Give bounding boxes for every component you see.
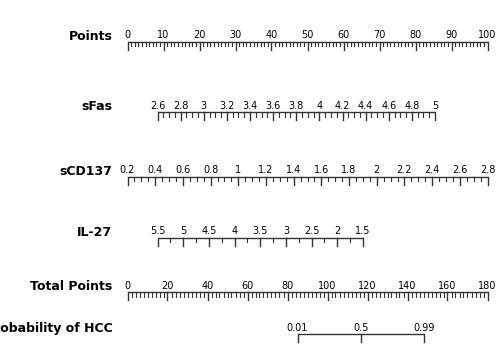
Text: 0: 0 — [124, 30, 130, 40]
Text: 160: 160 — [438, 281, 456, 291]
Text: 3: 3 — [283, 226, 289, 236]
Text: 10: 10 — [158, 30, 170, 40]
Text: 0.6: 0.6 — [176, 165, 190, 175]
Text: 90: 90 — [446, 30, 458, 40]
Text: 100: 100 — [318, 281, 336, 291]
Text: 0.8: 0.8 — [203, 165, 218, 175]
Text: sCD137: sCD137 — [60, 164, 112, 178]
Text: 5: 5 — [432, 101, 438, 111]
Text: 140: 140 — [398, 281, 416, 291]
Text: 80: 80 — [282, 281, 294, 291]
Text: 50: 50 — [302, 30, 314, 40]
Text: 0.99: 0.99 — [414, 322, 434, 333]
Text: 60: 60 — [242, 281, 254, 291]
Text: 2.5: 2.5 — [304, 226, 320, 236]
Text: 4: 4 — [232, 226, 237, 236]
Text: 3.6: 3.6 — [266, 101, 281, 111]
Text: 1.6: 1.6 — [314, 165, 329, 175]
Text: 60: 60 — [338, 30, 349, 40]
Text: 4.5: 4.5 — [201, 226, 216, 236]
Text: Probability of HCC: Probability of HCC — [0, 321, 112, 335]
Text: 4.4: 4.4 — [358, 101, 373, 111]
Text: 80: 80 — [410, 30, 422, 40]
Text: 2.2: 2.2 — [396, 165, 412, 175]
Text: Points: Points — [68, 30, 112, 43]
Text: 3.4: 3.4 — [242, 101, 258, 111]
Text: 2.6: 2.6 — [452, 165, 468, 175]
Text: 2.4: 2.4 — [424, 165, 440, 175]
Text: 3.8: 3.8 — [288, 101, 304, 111]
Text: 180: 180 — [478, 281, 496, 291]
Text: 0.2: 0.2 — [120, 165, 135, 175]
Text: 20: 20 — [194, 30, 205, 40]
Text: 1: 1 — [235, 165, 242, 175]
Text: 4: 4 — [316, 101, 322, 111]
Text: 4.6: 4.6 — [381, 101, 396, 111]
Text: 120: 120 — [358, 281, 377, 291]
Text: 1.8: 1.8 — [342, 165, 356, 175]
Text: IL-27: IL-27 — [78, 225, 112, 239]
Text: 4.2: 4.2 — [335, 101, 350, 111]
Text: 40: 40 — [202, 281, 213, 291]
Text: 2.6: 2.6 — [150, 101, 165, 111]
Text: 2.8: 2.8 — [173, 101, 188, 111]
Text: 0: 0 — [124, 281, 130, 291]
Text: 2.8: 2.8 — [480, 165, 495, 175]
Text: 5: 5 — [180, 226, 186, 236]
Text: 0.5: 0.5 — [353, 322, 368, 333]
Text: 0.4: 0.4 — [148, 165, 163, 175]
Text: Total Points: Total Points — [30, 280, 112, 294]
Text: 100: 100 — [478, 30, 496, 40]
Text: 3.5: 3.5 — [252, 226, 268, 236]
Text: 3: 3 — [200, 101, 207, 111]
Text: 5.5: 5.5 — [150, 226, 165, 236]
Text: 40: 40 — [266, 30, 278, 40]
Text: 4.8: 4.8 — [404, 101, 419, 111]
Text: 2: 2 — [334, 226, 340, 236]
Text: 1.5: 1.5 — [356, 226, 370, 236]
Text: 0.01: 0.01 — [287, 322, 308, 333]
Text: 20: 20 — [162, 281, 173, 291]
Text: 1.2: 1.2 — [258, 165, 274, 175]
Text: 70: 70 — [374, 30, 386, 40]
Text: sFas: sFas — [82, 100, 112, 113]
Text: 30: 30 — [230, 30, 241, 40]
Text: 3.2: 3.2 — [219, 101, 234, 111]
Text: 2: 2 — [374, 165, 380, 175]
Text: 1.4: 1.4 — [286, 165, 302, 175]
